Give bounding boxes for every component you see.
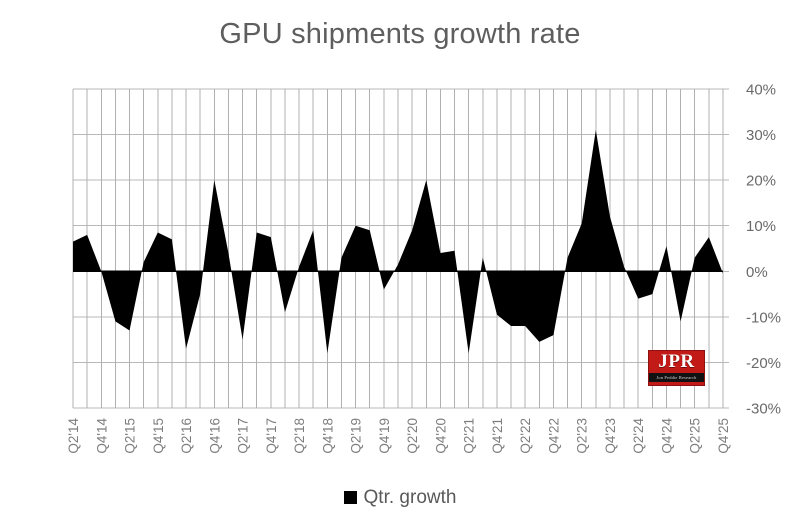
x-tick-label: Q2'20 bbox=[405, 418, 420, 454]
y-axis-labels: 40% 30% 20% 10% 0% -10% -20% -30% bbox=[746, 82, 781, 418]
x-tick-label: Q4'17 bbox=[264, 418, 279, 454]
x-tick-label: Q2'22 bbox=[518, 418, 533, 454]
x-tick-label: Q2'23 bbox=[575, 418, 590, 454]
x-tick-label: Q2'15 bbox=[123, 418, 138, 454]
x-tick-label: Q2'24 bbox=[631, 418, 646, 454]
x-tick-label: Q4'23 bbox=[603, 418, 618, 454]
x-tick-label: Q4'15 bbox=[151, 418, 166, 454]
x-tick-label: Q2'18 bbox=[292, 418, 307, 454]
x-tick-label: Q4'21 bbox=[490, 418, 505, 454]
x-axis-labels: Q2'14 Q4'14 Q2'15 Q4'15 Q2'16 Q4'16 Q2'17 Q4'17… bbox=[66, 418, 731, 454]
x-tick-label: Q2'17 bbox=[236, 418, 251, 454]
y-tick-label: -20% bbox=[746, 355, 781, 372]
legend-label: Qtr. growth bbox=[363, 487, 457, 508]
jpr-watermark-logo: JPR Jon Peddie Research bbox=[649, 351, 704, 385]
x-tick-label: Q4'22 bbox=[546, 418, 561, 454]
jpr-logo-subtitle: Jon Peddie Research bbox=[649, 373, 704, 382]
y-tick-label: 30% bbox=[746, 127, 776, 144]
x-tick-label: Q2'21 bbox=[462, 418, 477, 454]
chart-title: GPU shipments growth rate bbox=[219, 18, 581, 50]
x-tick-label: Q2'16 bbox=[179, 418, 194, 454]
x-tick-label: Q4'16 bbox=[207, 418, 222, 454]
y-tick-label: -10% bbox=[746, 309, 781, 326]
x-tick-label: Q4'24 bbox=[659, 418, 674, 454]
x-tick-label: Q4'19 bbox=[377, 418, 392, 454]
area-series-qtr-growth bbox=[73, 130, 723, 354]
y-tick-label: 10% bbox=[746, 218, 776, 235]
y-tick-label: 0% bbox=[746, 264, 768, 281]
y-tick-label: 40% bbox=[746, 82, 776, 99]
x-tick-label: Q4'20 bbox=[433, 418, 448, 454]
chart-legend: Qtr. growth bbox=[0, 487, 800, 509]
y-tick-label: 20% bbox=[746, 173, 776, 190]
x-tick-label: Q2'19 bbox=[349, 418, 364, 454]
x-tick-label: Q2'14 bbox=[66, 418, 81, 454]
x-tick-label: Q2'25 bbox=[688, 418, 703, 454]
x-tick-label: Q4'18 bbox=[320, 418, 335, 454]
jpr-logo-mark: JPR bbox=[658, 351, 695, 372]
y-tick-label: -30% bbox=[746, 401, 781, 418]
x-tick-label: Q4'14 bbox=[94, 418, 109, 454]
legend-swatch-icon bbox=[343, 490, 357, 504]
legend-entry-qtr-growth[interactable]: Qtr. growth bbox=[343, 487, 457, 509]
x-tick-label: Q4'25 bbox=[716, 418, 731, 454]
y-tick-marks bbox=[723, 88, 729, 409]
